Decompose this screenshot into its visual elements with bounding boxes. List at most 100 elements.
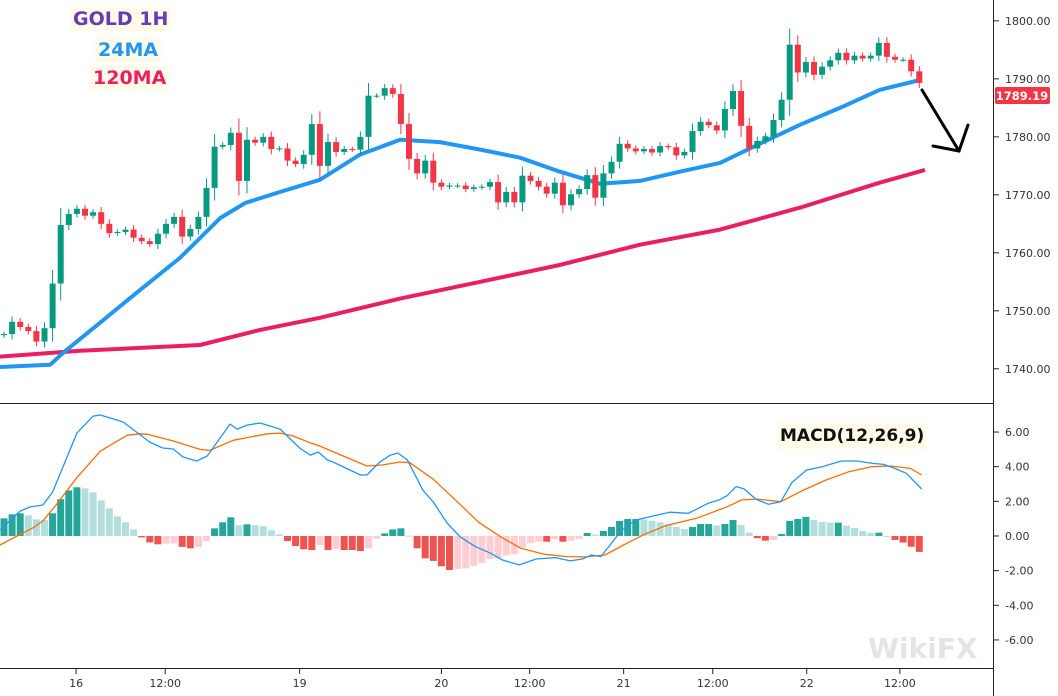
axes-layer: 1740.00 1750.00 1760.00 1770.00 1780.00 1790.… <box>69 15 1050 690</box>
candle-up <box>341 149 348 152</box>
last-price-value: 1789.19 <box>996 89 1048 103</box>
macd-histogram-bar <box>859 530 867 536</box>
macd-histogram-bar <box>899 535 907 543</box>
time-tick-label: 16 <box>69 677 83 690</box>
macd-histogram-bar <box>697 524 705 536</box>
watermark: WikiFX <box>868 632 978 665</box>
candle-down <box>511 191 518 203</box>
candle-up <box>381 88 388 96</box>
macd-histogram-bar <box>891 535 899 540</box>
macd-histogram-bar <box>332 535 340 549</box>
macd-histogram-bar <box>97 500 105 536</box>
macd-histogram-bar <box>138 535 146 538</box>
macd-histogram-bar <box>875 532 883 536</box>
candle-up <box>802 62 809 73</box>
macd-histogram-bar <box>300 535 308 550</box>
price-tick-label: 1740.00 <box>1005 363 1051 376</box>
macd-tick-label: -2.00 <box>1005 565 1033 578</box>
candle-up <box>357 136 364 150</box>
candle-down <box>333 142 340 152</box>
candle-up <box>90 212 97 216</box>
macd-histogram-bar <box>502 535 510 556</box>
ma120-layer <box>0 167 926 359</box>
macd-histogram-bar <box>267 530 275 536</box>
macd-histogram-bar <box>211 528 219 536</box>
macd-histogram-bar <box>381 533 389 536</box>
macd-histogram-bar <box>235 525 243 536</box>
macd-histogram-bar <box>729 520 737 536</box>
macd-histogram-bar <box>429 535 437 561</box>
macd-histogram-bar <box>851 528 858 536</box>
macd-histogram-bar <box>421 535 429 559</box>
macd-histogram-bar <box>535 535 543 542</box>
macd-histogram-bar <box>413 535 421 549</box>
macd-histogram-bar <box>672 526 680 536</box>
candle-up <box>827 60 834 67</box>
price-tick-label: 1760.00 <box>1005 247 1051 260</box>
price-tick-label: 1780.00 <box>1005 131 1051 144</box>
macd-histogram-bar <box>41 520 48 536</box>
candle-down <box>292 160 299 165</box>
macd-histogram-bar <box>73 487 81 536</box>
candle-down <box>738 91 745 126</box>
candle-up <box>503 191 510 203</box>
macd-histogram-bar <box>810 520 818 536</box>
candle-down <box>82 208 88 216</box>
candle-up <box>57 224 64 284</box>
macd-histogram-bar <box>81 488 89 536</box>
candle-down <box>649 149 655 153</box>
candle-up <box>1 333 7 336</box>
macd-histogram-bar <box>470 535 478 566</box>
candle-down <box>592 175 599 198</box>
candle-up <box>163 223 169 234</box>
candle-down <box>138 237 145 242</box>
macd-histogram-bar <box>794 519 802 536</box>
macd-histogram-bar <box>640 519 648 536</box>
macd-histogram-bar <box>680 529 688 536</box>
candle-down <box>705 121 712 126</box>
candle-up <box>195 216 202 230</box>
candle-up <box>478 186 485 188</box>
macd-histogram-bar <box>170 535 178 544</box>
macd-histogram-bar <box>389 529 397 536</box>
macd-histogram-bar <box>130 529 138 536</box>
candle-up <box>778 99 785 121</box>
macd-histogram-bar <box>316 535 324 545</box>
macd-histogram-bar <box>599 530 607 536</box>
macd-histogram-bar <box>284 535 291 542</box>
candle-down <box>406 124 412 159</box>
candle-down <box>859 55 866 59</box>
macd-histogram-bar <box>251 525 259 536</box>
macd-histogram-bar <box>915 535 923 552</box>
macd-histogram-bar <box>340 535 348 551</box>
candle-down <box>252 139 259 143</box>
candle-up <box>219 144 226 147</box>
macd-histogram-bar <box>308 535 316 551</box>
macd-histogram-bar <box>162 535 170 544</box>
macd-histogram-bar <box>608 526 615 536</box>
candle-down <box>624 143 631 149</box>
ma120-line <box>0 167 926 359</box>
candle-down <box>535 180 542 187</box>
candle-down <box>746 125 753 149</box>
time-tick-label: 20 <box>434 677 448 690</box>
macd-histogram-bar <box>559 535 567 542</box>
candle-up <box>770 120 777 137</box>
down-arrow-annotation <box>920 88 970 153</box>
macd-legend: MACD(12,26,9) <box>777 423 928 449</box>
candle-down <box>179 216 186 237</box>
macd-line <box>0 414 923 566</box>
time-tick-label: 12:00 <box>514 677 546 690</box>
candle-down <box>843 52 850 61</box>
candle-down <box>430 160 437 183</box>
macd-histogram-bar <box>543 535 551 542</box>
macd-histogram-bar <box>178 535 186 547</box>
macd-histogram-bar <box>656 522 664 536</box>
macd-histogram-bar <box>624 519 632 536</box>
candle-down <box>106 223 113 234</box>
macd-histogram-bar <box>834 522 842 536</box>
macd-histogram-bar <box>883 535 891 537</box>
ma120-legend: 120MA <box>90 66 170 90</box>
macd-histogram-bar <box>365 535 372 549</box>
